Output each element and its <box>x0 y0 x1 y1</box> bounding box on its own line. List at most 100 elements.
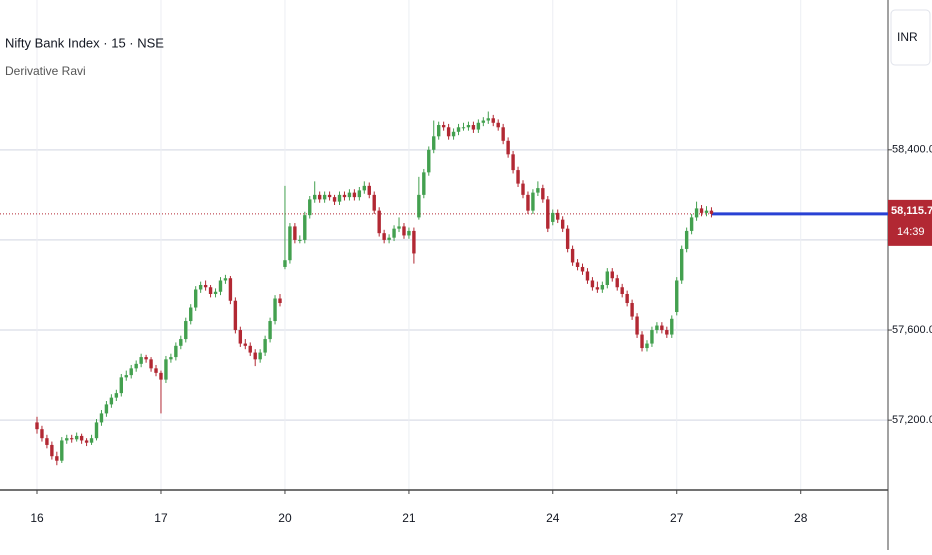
x-tick-label: 28 <box>794 511 808 525</box>
candle-body <box>184 321 188 340</box>
candle-body <box>89 438 94 443</box>
candle-body <box>402 226 406 236</box>
x-tick-label: 24 <box>546 511 560 525</box>
candle-body <box>436 125 441 137</box>
indicator-name: Derivative Ravi <box>5 64 86 78</box>
candle-body <box>298 239 302 241</box>
x-tick-label: 27 <box>670 511 684 525</box>
candle-body <box>526 194 530 211</box>
candle-body <box>303 215 307 240</box>
candle-body <box>491 118 495 123</box>
candle-body <box>55 456 59 461</box>
candle-body <box>40 429 44 439</box>
candle-body <box>248 345 252 353</box>
candle-body <box>684 230 689 249</box>
candle-body <box>203 284 208 288</box>
candle-body <box>560 219 565 229</box>
currency-box[interactable] <box>890 9 931 66</box>
candle-body <box>35 422 39 430</box>
countdown: 14:39 <box>897 226 925 238</box>
candle-body <box>675 280 679 313</box>
candle-body <box>208 287 213 294</box>
candle-body <box>164 359 168 380</box>
candle-body <box>605 271 610 285</box>
candle-body <box>337 194 342 202</box>
candle-body <box>615 278 619 288</box>
candle-body <box>476 122 481 130</box>
candle-body <box>516 170 520 184</box>
candle-body <box>327 194 332 198</box>
candle-body <box>372 194 376 211</box>
candle-body <box>189 307 193 322</box>
candle-body <box>689 217 694 231</box>
candle-body <box>556 212 560 220</box>
candle-body <box>114 393 119 398</box>
candle-body <box>704 210 709 213</box>
candle-body <box>645 343 649 349</box>
candle-body <box>223 278 228 281</box>
candle-body <box>322 194 327 200</box>
candle-body <box>74 435 79 440</box>
candle-body <box>466 125 471 128</box>
candle-body <box>640 334 644 349</box>
candle-body <box>625 294 629 304</box>
candle-body <box>308 199 312 216</box>
candle-body <box>99 413 104 423</box>
candle-body <box>377 210 381 234</box>
candle-body <box>446 127 451 137</box>
x-tick-label: 20 <box>278 511 292 525</box>
candle-body <box>397 226 401 229</box>
candle-body <box>268 321 272 340</box>
y-tick-label: 57,200.00 <box>892 414 932 426</box>
y-tick-label: 57,600.00 <box>892 324 932 336</box>
candle-body <box>124 375 128 378</box>
candle-body <box>536 188 540 193</box>
candle-body <box>422 172 426 195</box>
candle-body <box>471 125 476 130</box>
candle-body <box>159 372 163 380</box>
candle-body <box>144 357 148 360</box>
candle-body <box>570 248 575 263</box>
candle-body <box>650 330 654 344</box>
candle-body <box>65 438 69 441</box>
candle-body <box>243 343 247 346</box>
candle-body <box>665 330 669 335</box>
candle-body <box>387 237 391 240</box>
candle-body <box>451 131 456 137</box>
x-tick-label: 21 <box>402 511 416 525</box>
candle-body <box>610 271 614 279</box>
candle-body <box>94 422 99 439</box>
candle-body <box>273 298 277 322</box>
candle-body <box>317 194 322 200</box>
candle-body <box>278 298 282 304</box>
candle-body <box>352 192 357 198</box>
candle-body <box>427 149 431 173</box>
candle-body <box>407 230 411 236</box>
candle-body <box>367 185 371 195</box>
candle-body <box>70 438 74 440</box>
candle-body <box>600 284 605 290</box>
candle-body <box>630 303 634 317</box>
candle-body <box>332 197 337 202</box>
candle-body <box>50 444 54 457</box>
candle-body <box>129 368 133 376</box>
candle-body <box>511 154 515 171</box>
candle-body <box>169 357 173 360</box>
candle-body <box>293 226 297 240</box>
candle-body <box>585 271 590 281</box>
candle-body <box>417 194 421 218</box>
candle-body <box>134 363 138 369</box>
candle-body <box>501 127 505 141</box>
candle-body <box>506 140 510 155</box>
candle-body <box>590 280 595 288</box>
candle-body <box>213 291 218 294</box>
candle-body <box>521 183 525 195</box>
candle-body <box>84 440 89 443</box>
candle-body <box>382 233 386 240</box>
candle-body <box>119 377 124 394</box>
candle-body <box>347 192 352 198</box>
candle-body <box>670 318 674 335</box>
candle-body <box>655 325 659 331</box>
